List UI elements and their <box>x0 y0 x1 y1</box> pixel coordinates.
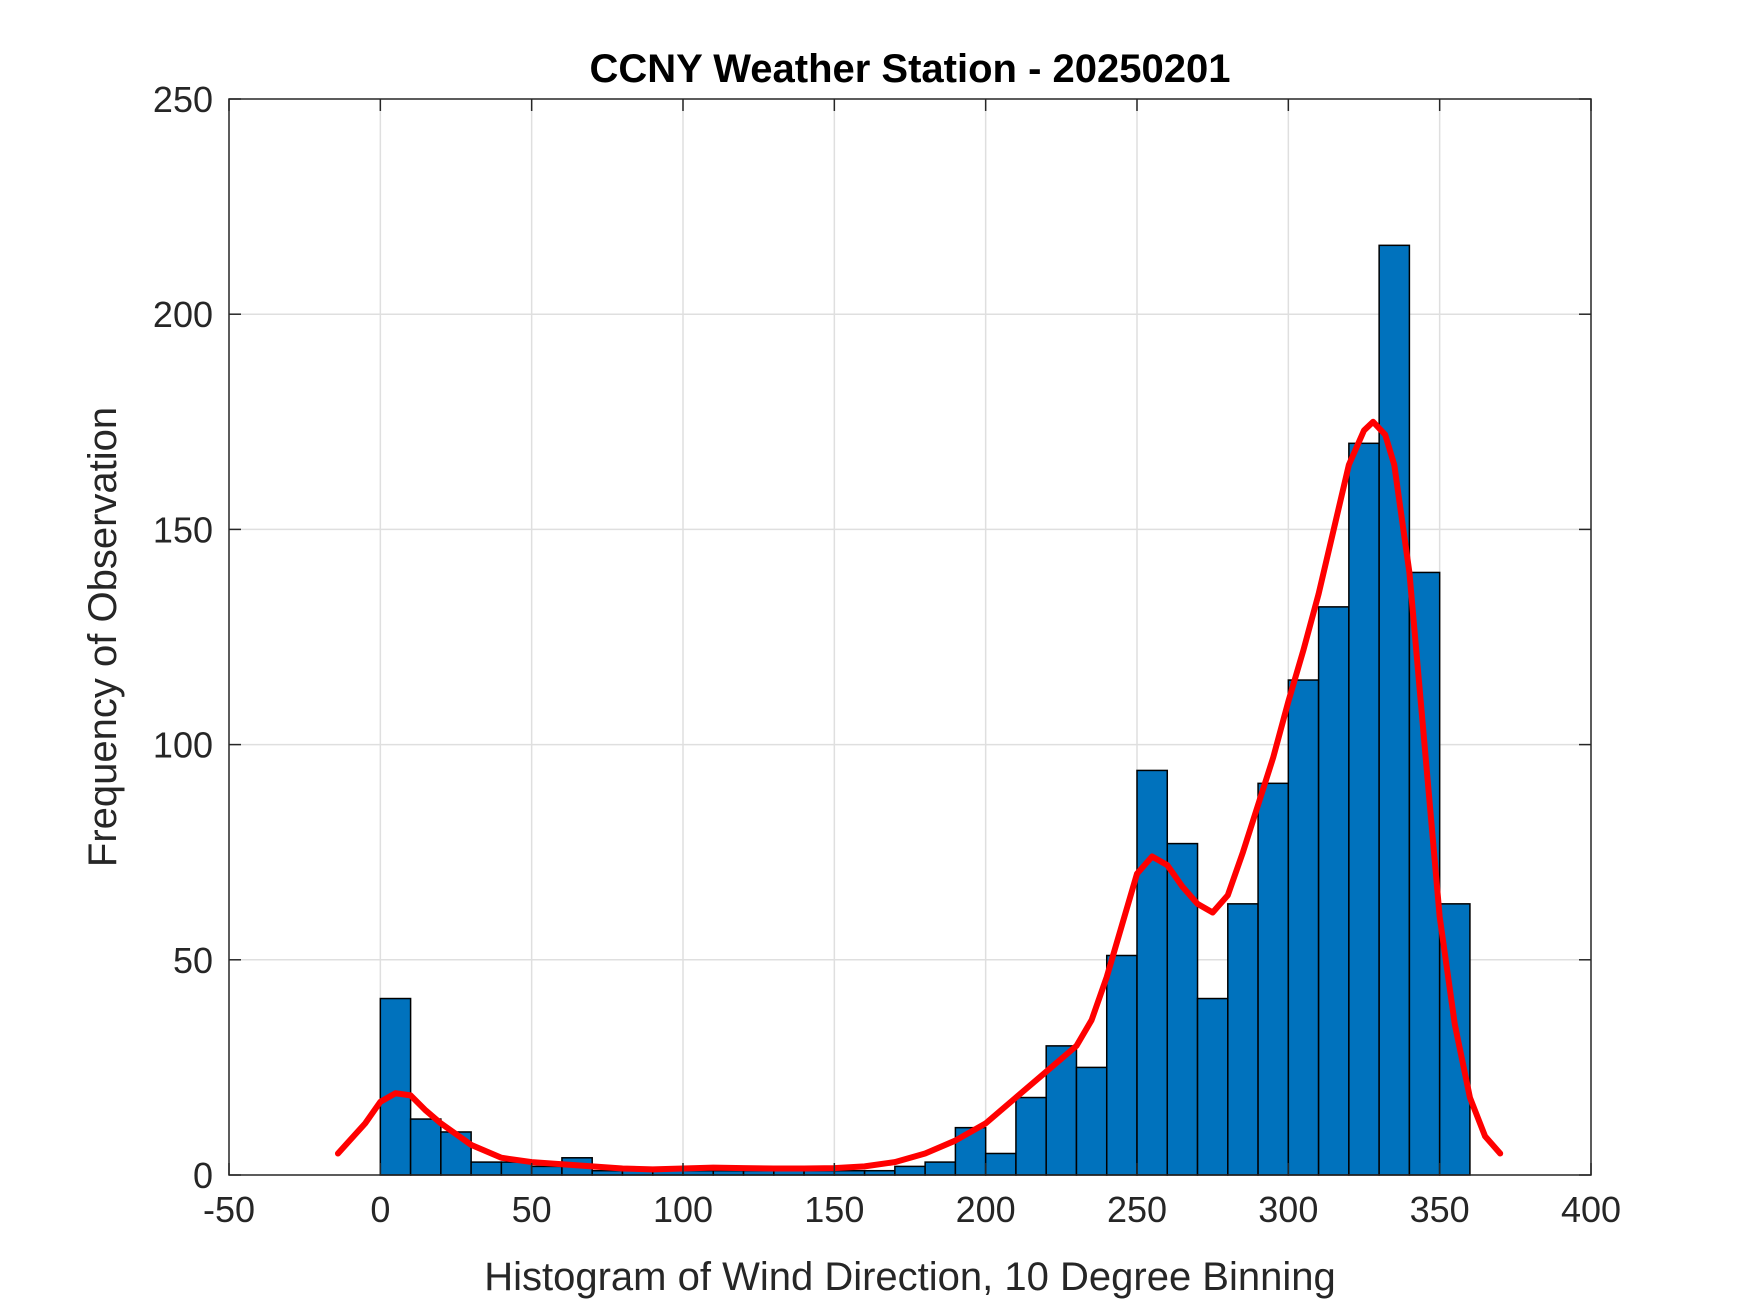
histogram-bar <box>894 1165 926 1176</box>
x-tick-label: 300 <box>1258 1189 1318 1230</box>
x-tick-label: 350 <box>1410 1189 1470 1230</box>
x-tick-label: 50 <box>512 1189 552 1230</box>
x-tick-label: 200 <box>956 1189 1016 1230</box>
histogram-bar <box>1105 954 1138 1176</box>
histogram-bar <box>1287 679 1320 1176</box>
y-axis-label: Frequency of Observation <box>81 407 125 867</box>
x-tick-label: 400 <box>1561 1189 1621 1230</box>
histogram-bar <box>1348 442 1380 1176</box>
x-tick-label: 0 <box>370 1189 390 1230</box>
axis-ticks <box>228 98 1592 1176</box>
x-tick-label: 150 <box>804 1189 864 1230</box>
histogram-bar <box>924 1161 957 1176</box>
histogram-bar <box>1257 782 1290 1176</box>
chart-title: CCNY Weather Station - 20250201 <box>590 47 1231 91</box>
histogram-bars <box>379 244 1471 1176</box>
histogram-bar <box>1378 244 1411 1176</box>
y-tick-label: 150 <box>153 509 213 550</box>
y-tick-labels: 0 50 100 150 200 250 <box>153 79 213 1196</box>
y-tick-label: 100 <box>153 725 213 766</box>
density-fit-line <box>334 418 1504 1173</box>
histogram-bar <box>409 1118 442 1176</box>
histogram-bar <box>530 1165 563 1176</box>
histogram-bar <box>1317 606 1350 1176</box>
x-tick-label: 250 <box>1107 1189 1167 1230</box>
histogram-bar <box>470 1161 503 1176</box>
histogram-bar <box>984 1152 1017 1176</box>
y-tick-label: 250 <box>153 79 213 120</box>
x-tick-label: 100 <box>653 1189 713 1230</box>
y-tick-label: 200 <box>153 294 213 335</box>
histogram-bar <box>1227 903 1259 1176</box>
x-axis-label: Histogram of Wind Direction, 10 Degree B… <box>484 1255 1336 1299</box>
histogram-bar <box>1166 842 1199 1176</box>
histogram-bar <box>1136 769 1169 1176</box>
histogram-bar <box>1075 1066 1108 1176</box>
x-tick-labels: -50 0 50 100 150 200 250 300 350 400 <box>203 1189 1621 1230</box>
histogram-bar <box>379 997 412 1176</box>
x-tick-label: -50 <box>203 1189 255 1230</box>
y-tick-label: 50 <box>173 940 213 981</box>
histogram-bar <box>1196 997 1229 1176</box>
histogram-bar <box>1015 1096 1047 1176</box>
plot-frame <box>228 98 1592 1176</box>
y-tick-label: 0 <box>193 1155 213 1196</box>
